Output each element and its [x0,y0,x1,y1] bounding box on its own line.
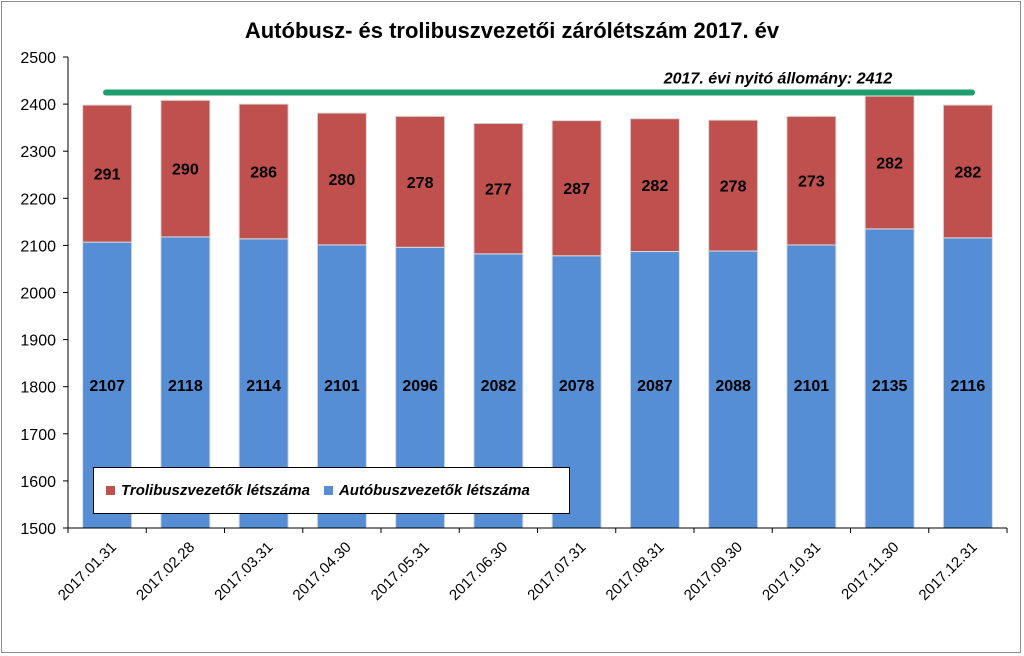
y-tick-label: 2200 [20,191,56,208]
legend-swatch-trolibusz [106,486,115,495]
legend-item-trolibusz: Trolibuszvezetők létszáma [106,482,310,499]
data-label-trolibusz: 278 [720,179,747,196]
y-tick-label: 2300 [20,144,56,161]
bar-autobusz [864,228,915,528]
data-label-trolibusz: 273 [798,174,825,191]
chart-title: Autóbusz- és trolibuszvezetői zárólétszá… [244,18,780,43]
bars-group [82,95,993,528]
legend-label-autobusz: Autóbuszvezetők létszáma [338,482,530,499]
bar-trolibusz [551,120,602,257]
data-label-autobusz: 2114 [246,378,281,395]
x-tick-label: 2017.11.30 [838,539,902,603]
data-label-autobusz: 2116 [951,378,986,395]
x-tick-label: 2017.01.31 [55,539,120,604]
bar-trolibusz [395,115,446,248]
bar-autobusz [786,244,837,528]
bar-autobusz [629,251,680,528]
data-label-autobusz: 2082 [481,378,517,395]
x-tick-label: 2017.06.30 [446,539,511,604]
y-tick-label: 2500 [20,50,56,67]
y-tick-label: 1600 [20,474,56,491]
bar-trolibusz [786,115,837,246]
bar-autobusz [708,250,759,528]
y-tick-label: 1700 [20,427,56,444]
bar-trolibusz [473,122,524,255]
data-label-autobusz: 2087 [637,378,673,395]
data-label-autobusz: 2118 [168,378,203,395]
x-tick-label: 2017.02.28 [133,539,198,604]
bar-trolibusz [942,104,993,239]
data-label-trolibusz: 282 [876,156,903,173]
data-label-trolibusz: 286 [250,164,277,181]
legend: Trolibuszvezetők létszáma Autóbuszvezető… [93,467,570,514]
x-tick-label: 2017.10.31 [759,539,824,604]
legend-item-autobusz: Autóbuszvezetők létszáma [323,482,530,499]
data-label-autobusz: 2088 [715,378,751,395]
x-tick-label: 2017.07.31 [524,539,589,604]
x-tick-label: 2017.08.31 [603,539,668,604]
legend-swatch-autobusz [323,486,333,495]
y-tick-label: 2400 [20,97,56,114]
y-tick-label: 1500 [20,521,56,538]
data-label-trolibusz: 277 [485,182,512,199]
data-label-autobusz: 2107 [89,378,125,395]
x-tick-label: 2017.05.31 [368,539,433,604]
bar-autobusz [942,237,993,528]
reference-line-label: 2017. évi nyitó állomány: 2412 [663,70,893,87]
data-label-autobusz: 2101 [324,378,360,395]
data-label-trolibusz: 290 [172,162,199,179]
bar-trolibusz [708,119,759,252]
bar-trolibusz [238,103,289,240]
data-label-trolibusz: 291 [94,167,121,184]
data-label-autobusz: 2078 [559,378,595,395]
bar-trolibusz [629,118,680,253]
data-label-trolibusz: 280 [329,172,356,189]
data-label-trolibusz: 282 [955,164,982,181]
x-tick-label: 2017.03.31 [211,539,276,604]
y-tick-label: 2100 [20,238,56,255]
x-tick-label: 2017.04.30 [290,539,355,604]
data-label-trolibusz: 282 [642,178,669,195]
bar-trolibusz [316,112,367,246]
data-label-autobusz: 2135 [872,378,908,395]
bar-trolibusz [82,104,133,243]
x-tick-label: 2017.12.31 [916,539,981,604]
legend-label-trolibusz: Trolibuszvezetők létszáma [121,482,310,499]
x-tick-label: 2017.09.30 [681,539,746,604]
bar-trolibusz [864,95,915,230]
data-label-autobusz: 2101 [794,378,830,395]
data-label-autobusz: 2096 [402,378,438,395]
data-label-trolibusz: 278 [407,175,434,192]
y-tick-label: 1900 [20,333,56,350]
data-label-trolibusz: 287 [563,181,590,198]
bar-trolibusz [160,99,211,238]
y-tick-label: 2000 [20,286,56,303]
y-tick-label: 1800 [20,380,56,397]
